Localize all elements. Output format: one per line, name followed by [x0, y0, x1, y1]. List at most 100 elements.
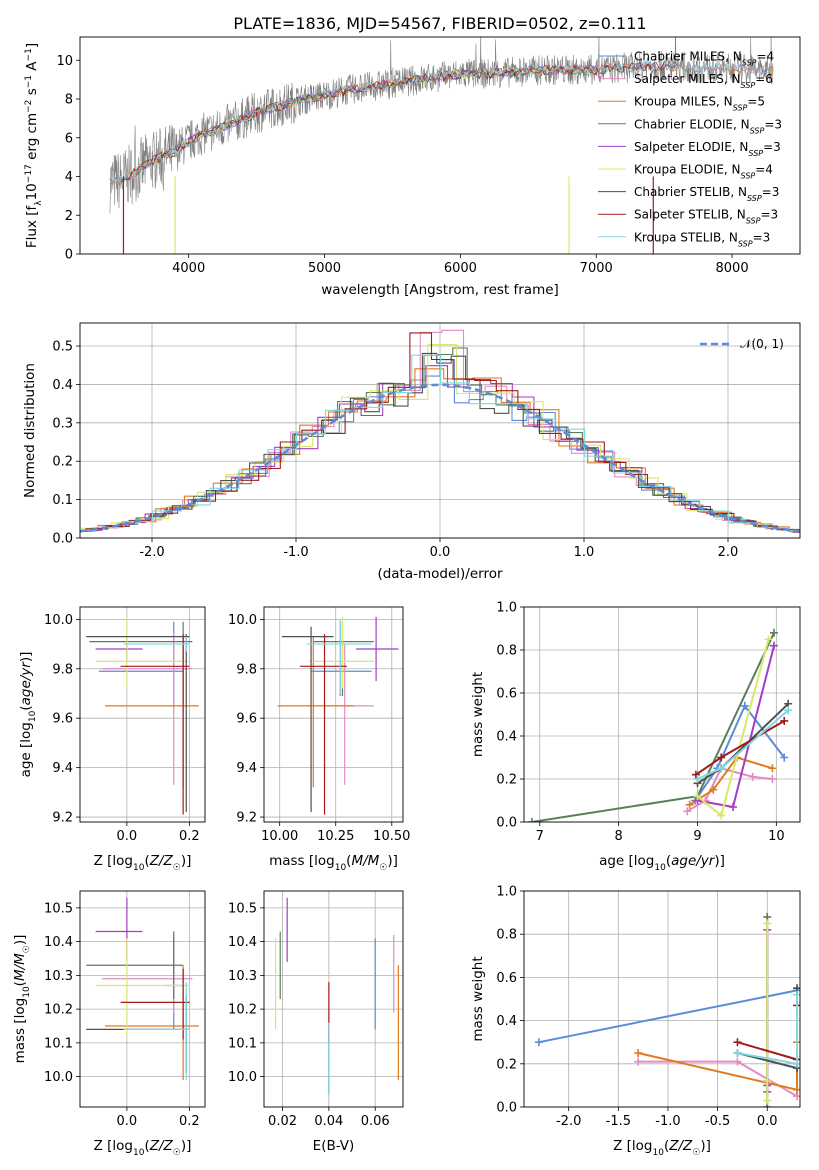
- legend-label-sub: SSP: [750, 126, 765, 135]
- mass-weight-marker: [717, 764, 726, 773]
- mass-weight-marker: [693, 775, 702, 783]
- mass-weight-marker: [764, 635, 773, 644]
- x-axis-label: Z [log10(Z/Z☉)]: [94, 853, 192, 873]
- errorbar-point: [308, 616, 374, 689]
- errorbar-point: [86, 634, 190, 813]
- age-vs-Z-panel: 0.0 0.29.29.49.69.810.0Z [log10(Z/Z☉)]age…: [18, 606, 206, 873]
- x-axis-label-part: Z [log: [94, 1138, 133, 1154]
- y-axis-label-part: s: [24, 88, 40, 99]
- y-tick-label: 10.0: [228, 1070, 257, 1085]
- x-axis-label: Z [log10(Z/Z☉)]: [613, 1138, 711, 1158]
- x-axis-label-part: age/yr: [671, 853, 716, 869]
- x-axis-label-part: 10: [133, 1148, 145, 1158]
- y-tick-label: 10.0: [44, 613, 73, 628]
- mass-weight-line: [538, 989, 798, 1044]
- legend-label-name: Chabrier MILES, N: [634, 50, 742, 64]
- y-axis-label-part: )]: [18, 652, 34, 663]
- errorbar-point: [95, 938, 190, 1037]
- x-axis-label-part: Z/Z: [668, 1138, 693, 1154]
- errorbar-point: [311, 621, 372, 696]
- x-tick-label: 2.0: [718, 545, 739, 560]
- mass-vs-EBV-panel: 0.02 0.04 0.06 10.0 10.1 10.2 10.3 10.4 10.5 E(B-…: [228, 890, 404, 1154]
- legend-label-name: Salpeter STELIB, N: [634, 208, 746, 222]
- y-axis-label-part: age [log: [18, 722, 34, 777]
- legend-label-name: Chabrier ELODIE, N: [634, 117, 750, 131]
- y-tick-label: 0.8: [496, 928, 517, 943]
- y-tick-label: 10.2: [228, 1003, 257, 1018]
- x-tick-label: 4000: [172, 261, 205, 276]
- residual-histogram: [80, 329, 800, 532]
- x-tick-label: 10: [768, 829, 785, 844]
- y-tick-label: 10.0: [228, 613, 257, 628]
- x-tick-label: 5000: [308, 261, 341, 276]
- x-tick-label: 9: [693, 829, 701, 844]
- x-tick-label: -2.0: [556, 1114, 581, 1129]
- x-axis-label-part: Z/Z: [149, 853, 174, 869]
- mass-weight-marker: [683, 807, 692, 816]
- y-axis-label-part: 10: [24, 183, 40, 200]
- x-axis-label-part: (data-model)/error: [377, 566, 503, 582]
- legend-label-sub: SSP: [741, 81, 756, 90]
- x-axis-label-part: ☉: [692, 1148, 700, 1158]
- spectrum-plot-area: [109, 37, 774, 254]
- y-tick-label: 10.5: [44, 901, 73, 916]
- mass-weight-marker: [685, 800, 694, 809]
- x-axis-label-part: Z [log: [94, 853, 133, 869]
- mass-weight-marker: [768, 764, 777, 773]
- legend-label-sub: SSP: [747, 194, 762, 203]
- legend-label-count: =4: [755, 163, 773, 177]
- x-axis-label-part: )]: [181, 1138, 192, 1154]
- mass-weight-vs-Z-panel: -2.0 -1.5 -1.0 -0.5 0.0 0.0 0.2 0.4 0.6 0.8 1.0 Z […: [470, 885, 801, 1158]
- y-axis-label-part: λ: [34, 200, 44, 206]
- legend-label: Salpeter ELODIE, NSSP=3: [634, 140, 781, 158]
- mass-weight-marker: [717, 811, 726, 820]
- x-axis-label-part: )]: [714, 853, 725, 869]
- x-axis-label-part: age [log: [599, 853, 654, 869]
- y-tick-label: 0.8: [496, 644, 517, 659]
- mass-weight-marker: [728, 802, 737, 811]
- legend-label-name: Salpeter MILES, N: [634, 72, 741, 86]
- legend-label-count: =3: [760, 208, 778, 222]
- y-axis-label-part: mass weight: [470, 672, 486, 757]
- errorbar-point: [120, 968, 190, 1040]
- legend-label-sub: SSP: [742, 58, 757, 67]
- y-axis-label-part: (: [18, 705, 34, 710]
- mass-weight-marker: [780, 753, 789, 762]
- legend-label: Salpeter MILES, NSSP=6: [634, 72, 773, 90]
- gaussian-reference-curve: [80, 383, 800, 533]
- y-tick-label: 0.2: [496, 773, 517, 788]
- x-tick-label: -2.0: [139, 545, 164, 560]
- x-axis-label-part: 10: [654, 863, 666, 873]
- y-tick-label: 0.2: [496, 1057, 517, 1072]
- errorbar-point: [101, 934, 193, 1013]
- mass-weight-vs-Z-frame: [523, 890, 801, 1108]
- spectrum-panel: 4000 5000 6000 7000 8000 0 2 4 6 8 10 wavelength [A…: [24, 36, 801, 298]
- residuals-panel: -2.0 -1.0 0.0 1.0 2.0 0.0 0.1 0.2 0.3 0.4 0.5 𝒩(0, …: [22, 322, 801, 582]
- y-tick-label: 10.5: [228, 901, 257, 916]
- y-axis-label: Normed distribution: [22, 363, 38, 498]
- errorbar-point: [86, 931, 184, 999]
- y-tick-label: 0.4: [496, 1014, 517, 1029]
- x-tick-label: 7: [536, 829, 544, 844]
- legend-label-name: Kroupa MILES, N: [634, 95, 733, 109]
- y-axis-label-part: −1: [24, 75, 34, 88]
- age-vs-Z-plot-area: [86, 616, 199, 815]
- y-axis-label: mass weight: [470, 672, 486, 757]
- legend-label-count: =3: [763, 140, 781, 154]
- legend-label: Salpeter STELIB, NSSP=3: [634, 208, 778, 226]
- x-axis-label-part: mass [log: [269, 853, 335, 869]
- x-axis-label-part: 10: [335, 863, 347, 873]
- y-axis-label: mass weight: [470, 956, 486, 1041]
- mass-weight-marker: [733, 1038, 742, 1047]
- age-vs-mass-plot-area: [277, 616, 399, 815]
- mass-vs-Z-frame: [79, 890, 206, 1108]
- y-tick-label: 0.1: [52, 493, 73, 508]
- mass-weight-marker: [763, 1077, 772, 1086]
- mass-weight-line: [531, 632, 775, 822]
- mass-weight-vs-Z-plot-area: [534, 912, 800, 1107]
- y-tick-label: 0.0: [496, 1101, 517, 1116]
- y-tick-label: 9.4: [52, 761, 73, 776]
- mass-weight-marker: [527, 818, 536, 822]
- legend-label-name: Kroupa STELIB, N: [634, 230, 738, 244]
- y-axis-label-part: −2: [24, 100, 34, 113]
